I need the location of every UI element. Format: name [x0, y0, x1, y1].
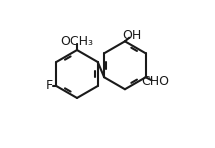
- Text: CHO: CHO: [141, 75, 169, 88]
- Text: F: F: [46, 79, 53, 92]
- Text: OCH₃: OCH₃: [60, 35, 94, 48]
- Text: OH: OH: [123, 29, 142, 42]
